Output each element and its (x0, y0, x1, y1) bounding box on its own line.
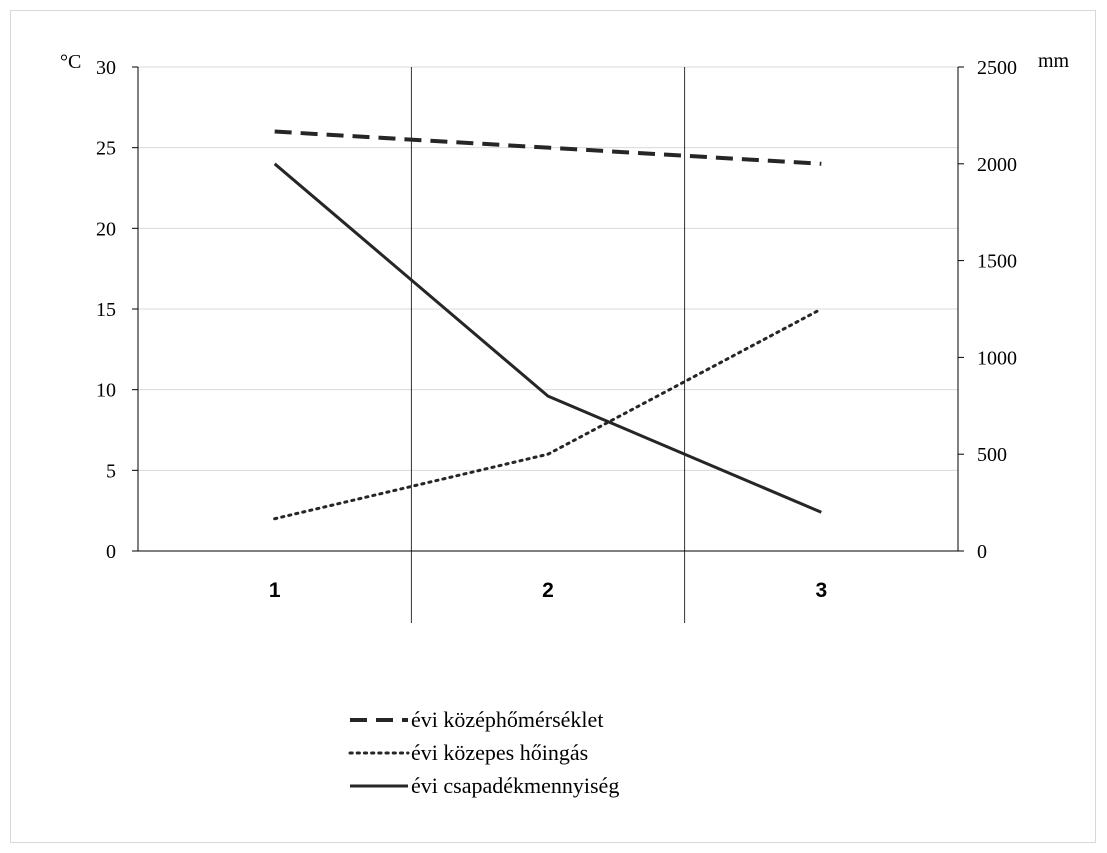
left-axis-unit: °C (60, 51, 81, 73)
legend-label: évi közepes hőingás (411, 740, 588, 765)
legend: évi középhőmérséklet évi közepes hőingás é… (348, 707, 619, 798)
right-tick-label: 0 (977, 541, 987, 563)
left-axis-ticks: 0 5 10 15 20 25 30 (96, 57, 116, 563)
right-tick-label: 2500 (977, 57, 1017, 79)
left-tick-label: 25 (96, 138, 116, 160)
left-tick-label: 20 (96, 218, 116, 240)
right-tick-label: 2000 (977, 154, 1017, 176)
left-tick-label: 5 (106, 460, 116, 482)
right-tick-label: 500 (977, 444, 1007, 466)
x-tick-label: 2 (542, 579, 554, 602)
legend-label: évi középhőmérséklet (411, 707, 603, 732)
chart-frame (10, 10, 1096, 843)
x-tick-label: 1 (269, 579, 281, 602)
left-tick-label: 10 (96, 380, 116, 402)
axes (132, 66, 964, 552)
series-line (273, 307, 823, 521)
x-tick-label: 3 (815, 579, 827, 602)
gridlines (138, 66, 958, 471)
right-tick-label: 1000 (977, 347, 1017, 369)
left-tick-label: 0 (106, 541, 116, 563)
legend-label: évi csapadékmennyiség (411, 773, 619, 798)
left-tick-label: 30 (96, 57, 116, 79)
series-line (274, 129, 822, 166)
series-lines (273, 129, 823, 521)
left-tick-label: 15 (96, 299, 116, 321)
right-axis-unit: mm (1038, 50, 1070, 72)
right-axis-ticks: 0 500 1000 1500 2000 2500 (977, 57, 1017, 563)
category-dividers (410, 67, 686, 623)
series-line (273, 162, 822, 514)
right-tick-label: 1500 (977, 251, 1017, 273)
x-axis-ticks: 1 2 3 (269, 579, 827, 602)
